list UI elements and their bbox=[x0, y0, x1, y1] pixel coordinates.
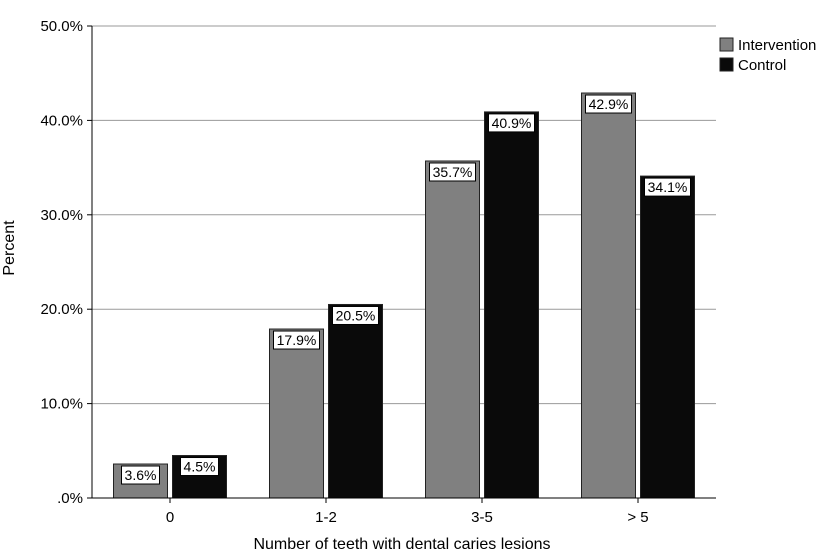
legend-label-control: Control bbox=[738, 57, 786, 74]
data-label: 3.6% bbox=[125, 467, 157, 483]
bar-intervention bbox=[425, 160, 480, 499]
y-tick-label: 50.0% bbox=[40, 18, 83, 35]
data-label-box bbox=[180, 457, 219, 477]
x-tick-label: > 5 bbox=[627, 509, 648, 526]
legend-swatch-control bbox=[719, 57, 734, 72]
bar-intervention bbox=[269, 328, 324, 499]
y-tick-label: 40.0% bbox=[40, 112, 83, 129]
y-axis-ticks: .0% 10.0% 20.0% 30.0% 40.0% 50.0% bbox=[40, 18, 92, 507]
data-label: 20.5% bbox=[336, 307, 376, 323]
bar-intervention bbox=[581, 92, 636, 499]
data-label-box bbox=[121, 465, 160, 485]
data-label: 42.9% bbox=[589, 96, 629, 112]
data-label-box bbox=[585, 94, 632, 114]
bars bbox=[113, 92, 695, 499]
legend-swatch-intervention bbox=[719, 37, 734, 52]
y-tick-label: 30.0% bbox=[40, 207, 83, 224]
y-tick-label: .0% bbox=[57, 490, 83, 507]
bar-control bbox=[484, 111, 539, 499]
legend-label-intervention: Intervention bbox=[738, 37, 816, 54]
legend: Intervention Control bbox=[719, 37, 816, 74]
x-tick-label: 3-5 bbox=[471, 509, 493, 526]
x-tick-label: 1-2 bbox=[315, 509, 337, 526]
data-label: 40.9% bbox=[492, 115, 532, 131]
data-label-box bbox=[429, 162, 476, 182]
data-label: 35.7% bbox=[433, 164, 473, 180]
data-label: 4.5% bbox=[184, 459, 216, 475]
bar-control bbox=[328, 303, 383, 499]
data-labels: 3.6% 4.5% 17.9% 20.5% 35.7% 40.9% 42.9% 34.1% bbox=[121, 94, 691, 485]
x-tick-label: 0 bbox=[166, 509, 174, 526]
y-tick-label: 10.0% bbox=[40, 396, 83, 413]
y-tick-label: 20.0% bbox=[40, 301, 83, 318]
x-axis-label: Number of teeth with dental caries lesio… bbox=[253, 536, 550, 553]
data-label-box bbox=[273, 330, 320, 350]
axes bbox=[91, 26, 716, 499]
y-axis-label: Percent bbox=[1, 220, 18, 276]
x-axis-ticks: 0 1-2 3-5 > 5 bbox=[166, 498, 649, 526]
data-label-box bbox=[332, 305, 379, 325]
data-label: 17.9% bbox=[277, 332, 317, 348]
bar-control bbox=[640, 175, 695, 499]
data-label-box bbox=[488, 113, 535, 133]
data-label-box bbox=[644, 177, 691, 197]
data-label: 34.1% bbox=[648, 179, 688, 195]
